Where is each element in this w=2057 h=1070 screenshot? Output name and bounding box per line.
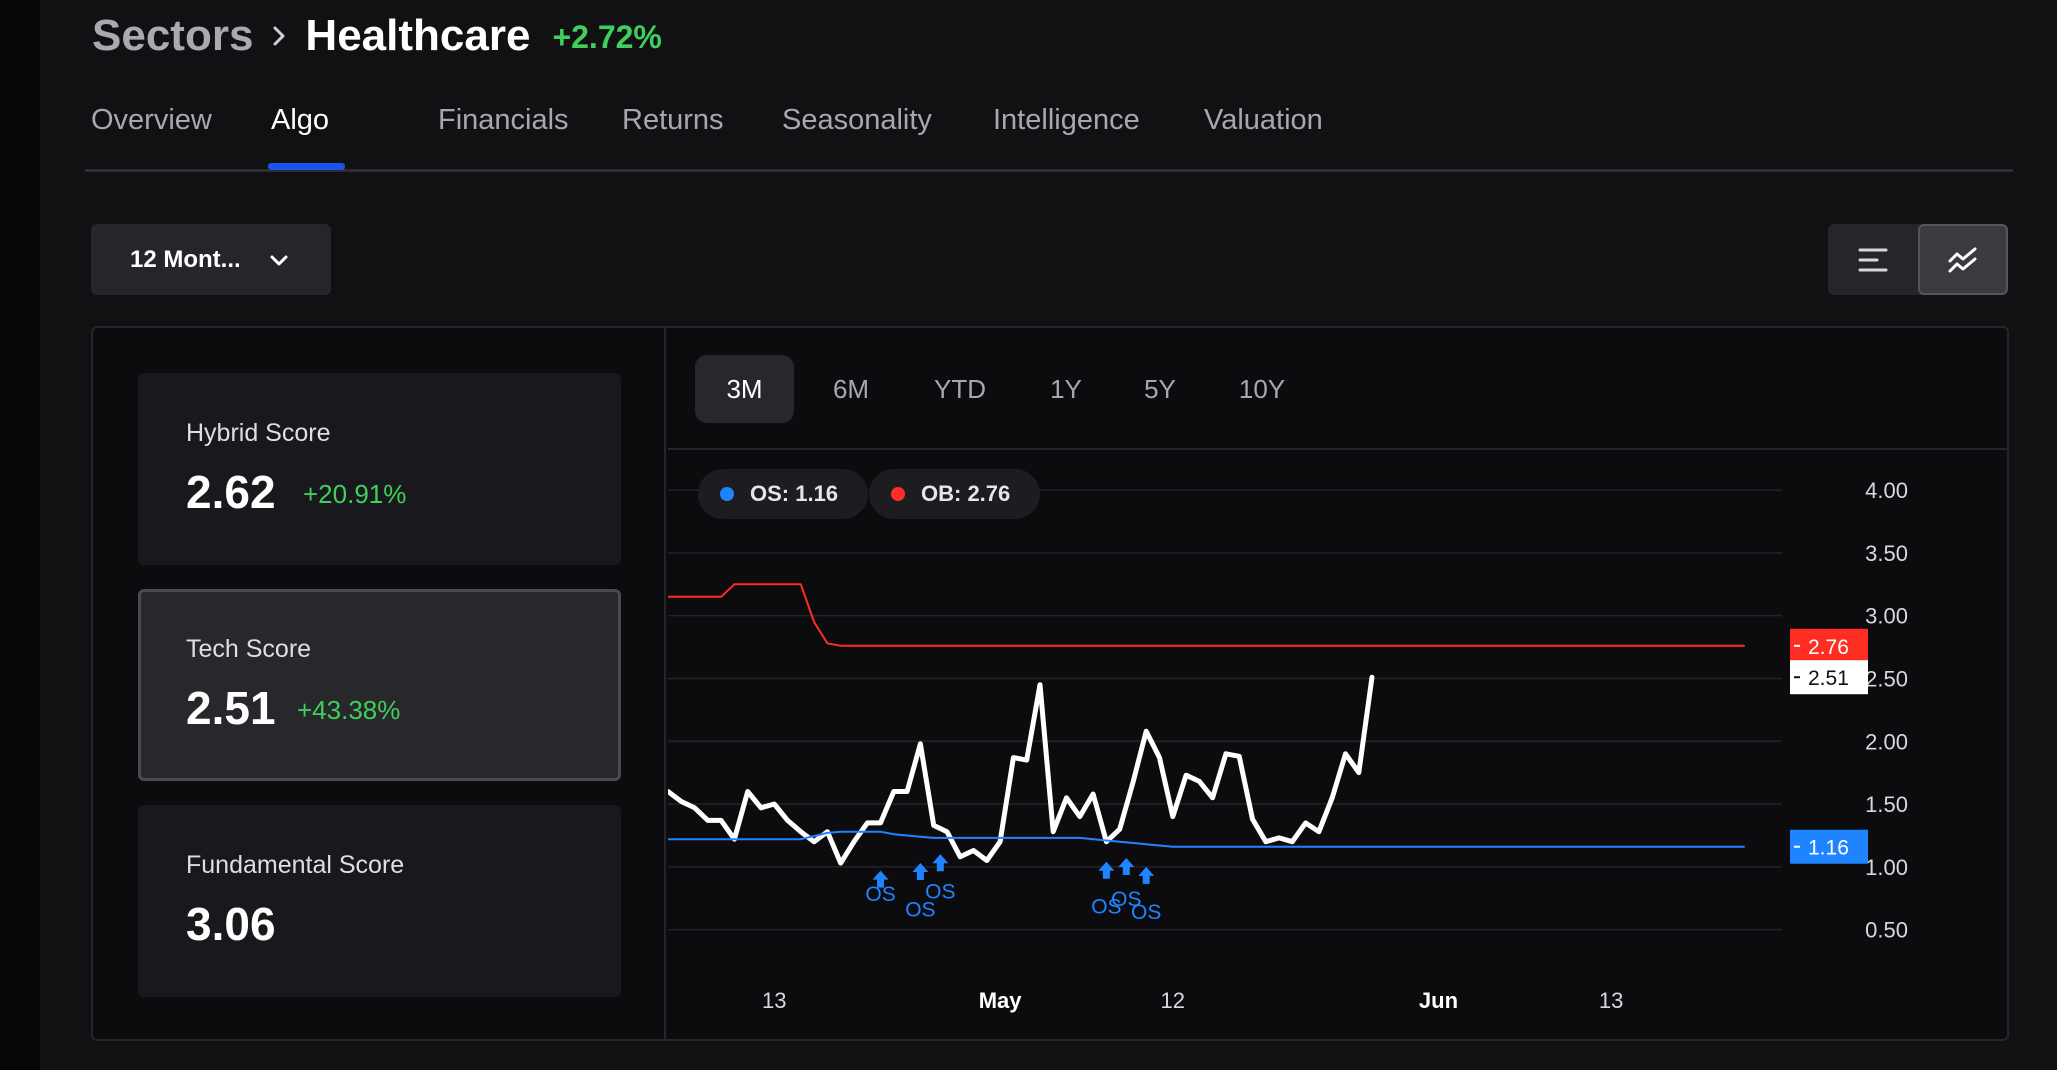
series-line-os_level	[668, 830, 1745, 848]
breadcrumb: Sectors Healthcare +2.72%	[92, 8, 662, 64]
y-tick-label: 3.50	[1865, 541, 1908, 566]
range-tab-ytd[interactable]: YTD	[934, 373, 986, 404]
os-marker-label: OS	[1091, 896, 1121, 919]
chart-view-button[interactable]	[1918, 224, 2008, 295]
tab-financials[interactable]: Financials	[438, 104, 569, 136]
score-value: 3.06	[186, 898, 276, 950]
range-tab-1y[interactable]: 1Y	[1050, 373, 1082, 404]
y-tick-label: 4.00	[1865, 478, 1908, 503]
axis-value-badge	[1790, 829, 1868, 864]
tab-overview[interactable]: Overview	[91, 104, 212, 136]
os-marker-label: OS	[905, 898, 935, 921]
score-label: Fundamental Score	[186, 851, 405, 879]
x-tick-label: 13	[762, 988, 786, 1013]
y-tick-label: 2.50	[1865, 666, 1908, 691]
os-marker-arrow	[932, 854, 949, 872]
legend-ob-dot	[891, 487, 905, 501]
tab-intelligence[interactable]: Intelligence	[993, 104, 1140, 136]
active-tab-indicator	[268, 163, 345, 170]
os-marker-label: OS	[1131, 901, 1161, 924]
legend-ob-label: OB: 2.76	[921, 481, 1011, 506]
score-list: Hybrid Score 2.62 +20.91% Tech Score 2.5…	[93, 328, 666, 1039]
chevron-right-icon	[253, 16, 305, 56]
axis-value-badge-label: 2.51	[1808, 667, 1849, 690]
list-view-button[interactable]	[1828, 224, 1918, 295]
score-value: 2.51	[186, 682, 276, 734]
score-label: Hybrid Score	[186, 419, 331, 447]
y-tick-label: 2.00	[1865, 729, 1908, 754]
axis-value-badge-label: 1.16	[1808, 837, 1849, 860]
algo-panel: Hybrid Score 2.62 +20.91% Tech Score 2.5…	[91, 326, 2009, 1041]
legend-os-label: OS: 1.16	[750, 481, 839, 506]
legend-os-dot	[720, 487, 734, 501]
period-select[interactable]: 12 Mont...	[91, 224, 331, 295]
tech-score-chart: 4.00 3.50 3.00 2.50 2.00 1.50 1.00 0.50 13 May 12 J…	[668, 478, 1908, 1013]
range-tab-10y[interactable]: 10Y	[1238, 373, 1286, 404]
tab-valuation[interactable]: Valuation	[1204, 104, 1323, 136]
range-tabs: 3M 6M YTD 1Y 5Y 10Y	[668, 328, 2009, 450]
legend-ob[interactable]: OB: 2.76	[869, 469, 1041, 519]
os-marker-arrow	[1138, 866, 1155, 884]
axis-value-badge	[1790, 628, 1868, 663]
y-tick-label: 3.00	[1865, 604, 1908, 629]
chart-area: 3M 6M YTD 1Y 5Y 10Y 4.00 3.50 3.00 2.50 2.00…	[668, 328, 2009, 1039]
axis-value-badge	[1790, 660, 1868, 695]
os-marker-arrow	[1098, 861, 1115, 879]
range-tab-5y[interactable]: 5Y	[1144, 373, 1176, 404]
axis-value-badge-label: 2.76	[1808, 636, 1849, 659]
tab-seasonality[interactable]: Seasonality	[782, 104, 932, 136]
x-tick-label: Jun	[1419, 988, 1458, 1013]
os-marker-arrow	[912, 863, 929, 881]
os-marker-label: OS	[1111, 888, 1141, 911]
score-card-fundamental[interactable]: Fundamental Score 3.06	[138, 805, 621, 997]
range-tab-6m[interactable]: 6M	[832, 373, 870, 404]
section-tabs: Overview Algo Financials Returns Seasona…	[85, 96, 2013, 172]
y-tick-label: 0.50	[1865, 918, 1908, 943]
app-left-rail	[0, 0, 40, 1070]
range-tab-3m[interactable]: 3M	[695, 355, 794, 423]
sector-change-badge: +2.72%	[552, 18, 662, 55]
tab-returns[interactable]: Returns	[622, 104, 724, 136]
score-label: Tech Score	[186, 635, 312, 663]
main-content: Sectors Healthcare +2.72% Overview Algo …	[40, 0, 2057, 1070]
score-value: 2.62	[186, 466, 276, 518]
x-tick-label: May	[979, 988, 1023, 1013]
tab-algo[interactable]: Algo	[271, 104, 330, 136]
score-change: +43.38%	[297, 695, 401, 725]
os-marker-label: OS	[865, 883, 895, 906]
score-change: +20.91%	[303, 479, 407, 509]
list-view-icon	[1858, 248, 1888, 271]
view-toggle	[1828, 224, 2008, 295]
os-marker-arrow	[872, 870, 889, 888]
os-marker-label: OS	[925, 881, 955, 904]
breadcrumb-root-link[interactable]: Sectors	[92, 11, 254, 60]
score-card-hybrid[interactable]: Hybrid Score 2.62 +20.91%	[138, 373, 621, 565]
chevron-down-icon	[267, 248, 291, 277]
y-tick-label: 1.50	[1865, 792, 1908, 817]
period-select-value: 12 Mont...	[130, 245, 241, 273]
chart-view-icon	[1948, 247, 1977, 272]
y-tick-label: 1.00	[1865, 855, 1908, 880]
series-line-ob_level	[668, 583, 1745, 647]
os-marker-arrow	[1118, 858, 1135, 876]
x-tick-label: 12	[1161, 988, 1185, 1013]
x-tick-label: 13	[1599, 988, 1623, 1013]
series-line-tech_score	[668, 674, 1375, 866]
legend-os[interactable]: OS: 1.16	[698, 469, 869, 519]
page-title: Healthcare	[305, 11, 531, 60]
score-card-tech[interactable]: Tech Score 2.51 +43.38%	[138, 589, 621, 781]
